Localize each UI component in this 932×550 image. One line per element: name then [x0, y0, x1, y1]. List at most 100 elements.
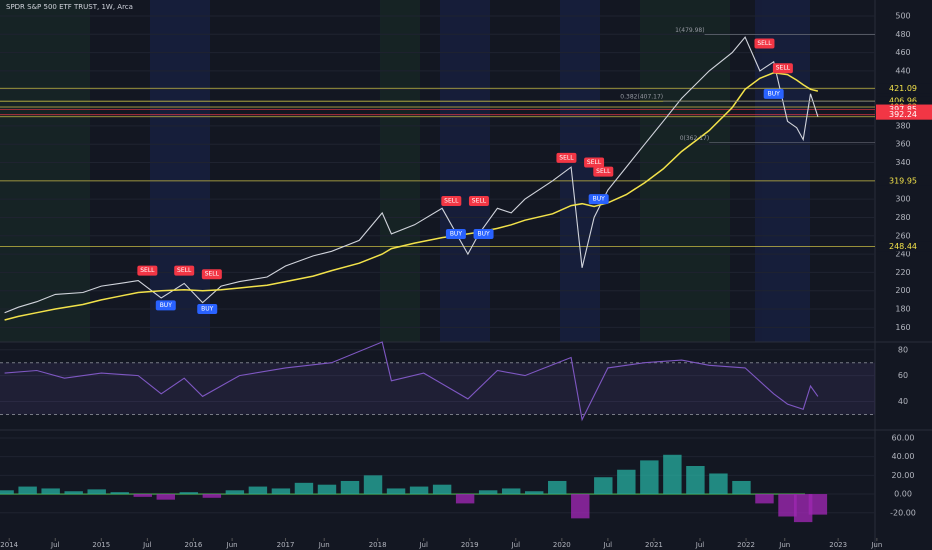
- signal-label: BUY: [201, 306, 214, 313]
- histogram-bar: [432, 484, 452, 495]
- histogram-bar: [571, 494, 590, 519]
- signal-box: [593, 166, 614, 177]
- histogram-bar: [548, 480, 567, 495]
- y-tick-label: 20.00: [892, 471, 915, 480]
- x-tick-label: 2019: [461, 541, 479, 549]
- y-tick-label: 220: [895, 268, 910, 277]
- signal-box: [473, 228, 494, 239]
- shade: [640, 0, 730, 342]
- histogram-bar: [317, 484, 337, 495]
- rsi-band: [0, 362, 875, 415]
- signal-label: SELL: [596, 168, 611, 175]
- signal-label: BUY: [450, 230, 463, 237]
- histogram-bar: [41, 488, 60, 495]
- histogram-bar: [64, 491, 83, 495]
- signal-label: SELL: [776, 65, 791, 72]
- histogram-bar: [225, 490, 245, 495]
- x-tick-label: Jun: [870, 541, 882, 549]
- series-line: [4, 36, 819, 314]
- signal-box: [763, 88, 784, 99]
- histogram-bar: [294, 482, 314, 495]
- histogram-bar: [340, 480, 360, 495]
- x-tick-label: Jul: [418, 541, 428, 549]
- signal-box: [588, 194, 609, 205]
- signal-box: [468, 195, 489, 206]
- y-tick-label: 60.00: [892, 433, 915, 442]
- signal-label: SELL: [559, 154, 574, 161]
- histogram-bar: [686, 466, 705, 495]
- signal-box: [772, 63, 793, 74]
- y-tick-label: 180: [895, 305, 910, 314]
- y-tick-label: 380: [895, 121, 910, 130]
- histogram-bar: [110, 492, 129, 495]
- level-label: 319.95: [889, 176, 917, 185]
- y-tick-label: 40.00: [892, 452, 915, 461]
- histogram-bar: [18, 486, 37, 495]
- histogram-bar: [409, 486, 429, 495]
- x-tick-label: 2022: [737, 541, 755, 549]
- x-tick-label: Jun: [318, 541, 330, 549]
- histogram-bar: [640, 460, 659, 495]
- signal-label: SELL: [587, 159, 602, 166]
- series-line: [4, 341, 819, 422]
- histogram-bar: [808, 494, 828, 515]
- x-tick-label: 2015: [92, 541, 110, 549]
- level-label: 397.85: [889, 105, 917, 114]
- signal-label: BUY: [768, 90, 781, 97]
- histogram-bar: [617, 469, 636, 495]
- signal-box: [155, 300, 176, 311]
- y-tick-label: -20.00: [890, 508, 916, 517]
- histogram-bar: [663, 454, 682, 495]
- level-tag: [876, 241, 932, 252]
- series-line: [4, 72, 819, 321]
- histogram-bar: [363, 475, 383, 495]
- shade: [0, 0, 90, 342]
- histogram-bar: [501, 488, 521, 495]
- histogram-bar: [732, 480, 751, 495]
- histogram-bar: [386, 488, 406, 495]
- signal-label: BUY: [160, 302, 173, 309]
- x-tick-label: Jul: [695, 541, 705, 549]
- y-tick-label: 40: [898, 397, 908, 406]
- y-tick-label: 80: [898, 345, 908, 354]
- y-tick-label: 300: [895, 195, 910, 204]
- histogram-bar: [793, 494, 813, 523]
- signal-label: SELL: [140, 267, 155, 274]
- fib-label: 0.382(407.17): [620, 94, 663, 101]
- signal-label: SELL: [472, 197, 487, 204]
- level-label: 421.09: [889, 84, 917, 93]
- histogram-bar: [87, 489, 106, 495]
- shade: [380, 0, 420, 342]
- signal-label: BUY: [477, 230, 490, 237]
- y-tick-label: 260: [895, 231, 910, 240]
- y-tick-label: 0.00: [894, 490, 912, 499]
- y-tick-label: 500: [895, 11, 910, 20]
- level-tag: [876, 109, 932, 120]
- y-tick-label: 240: [895, 250, 910, 259]
- histogram-bar: [525, 491, 544, 495]
- signal-box: [197, 304, 218, 315]
- x-tick-label: 2017: [277, 541, 295, 549]
- signal-box: [584, 157, 605, 168]
- x-tick-label: 2014: [0, 541, 18, 549]
- x-tick-label: Jun: [778, 541, 790, 549]
- x-tick-label: 2021: [645, 541, 663, 549]
- histogram-bar: [594, 477, 613, 495]
- x-tick-label: Jul: [50, 541, 60, 549]
- x-tick-label: Jul: [511, 541, 521, 549]
- histogram-bar: [248, 486, 268, 495]
- histogram-bar: [0, 490, 14, 495]
- y-tick-label: 340: [895, 158, 910, 167]
- histogram-bar: [179, 492, 199, 495]
- y-tick-label: 360: [895, 140, 910, 149]
- signal-label: SELL: [757, 40, 772, 47]
- histogram-bar: [271, 488, 291, 495]
- signal-box: [137, 265, 158, 276]
- fib-label: 1(479.98): [675, 27, 705, 34]
- shade: [440, 0, 490, 342]
- x-tick-label: Jul: [603, 541, 613, 549]
- level-tag: [876, 96, 932, 107]
- chart-title: SPDR S&P 500 ETF TRUST, 1W, Arca: [6, 3, 133, 11]
- level-label: 392.24: [889, 110, 917, 119]
